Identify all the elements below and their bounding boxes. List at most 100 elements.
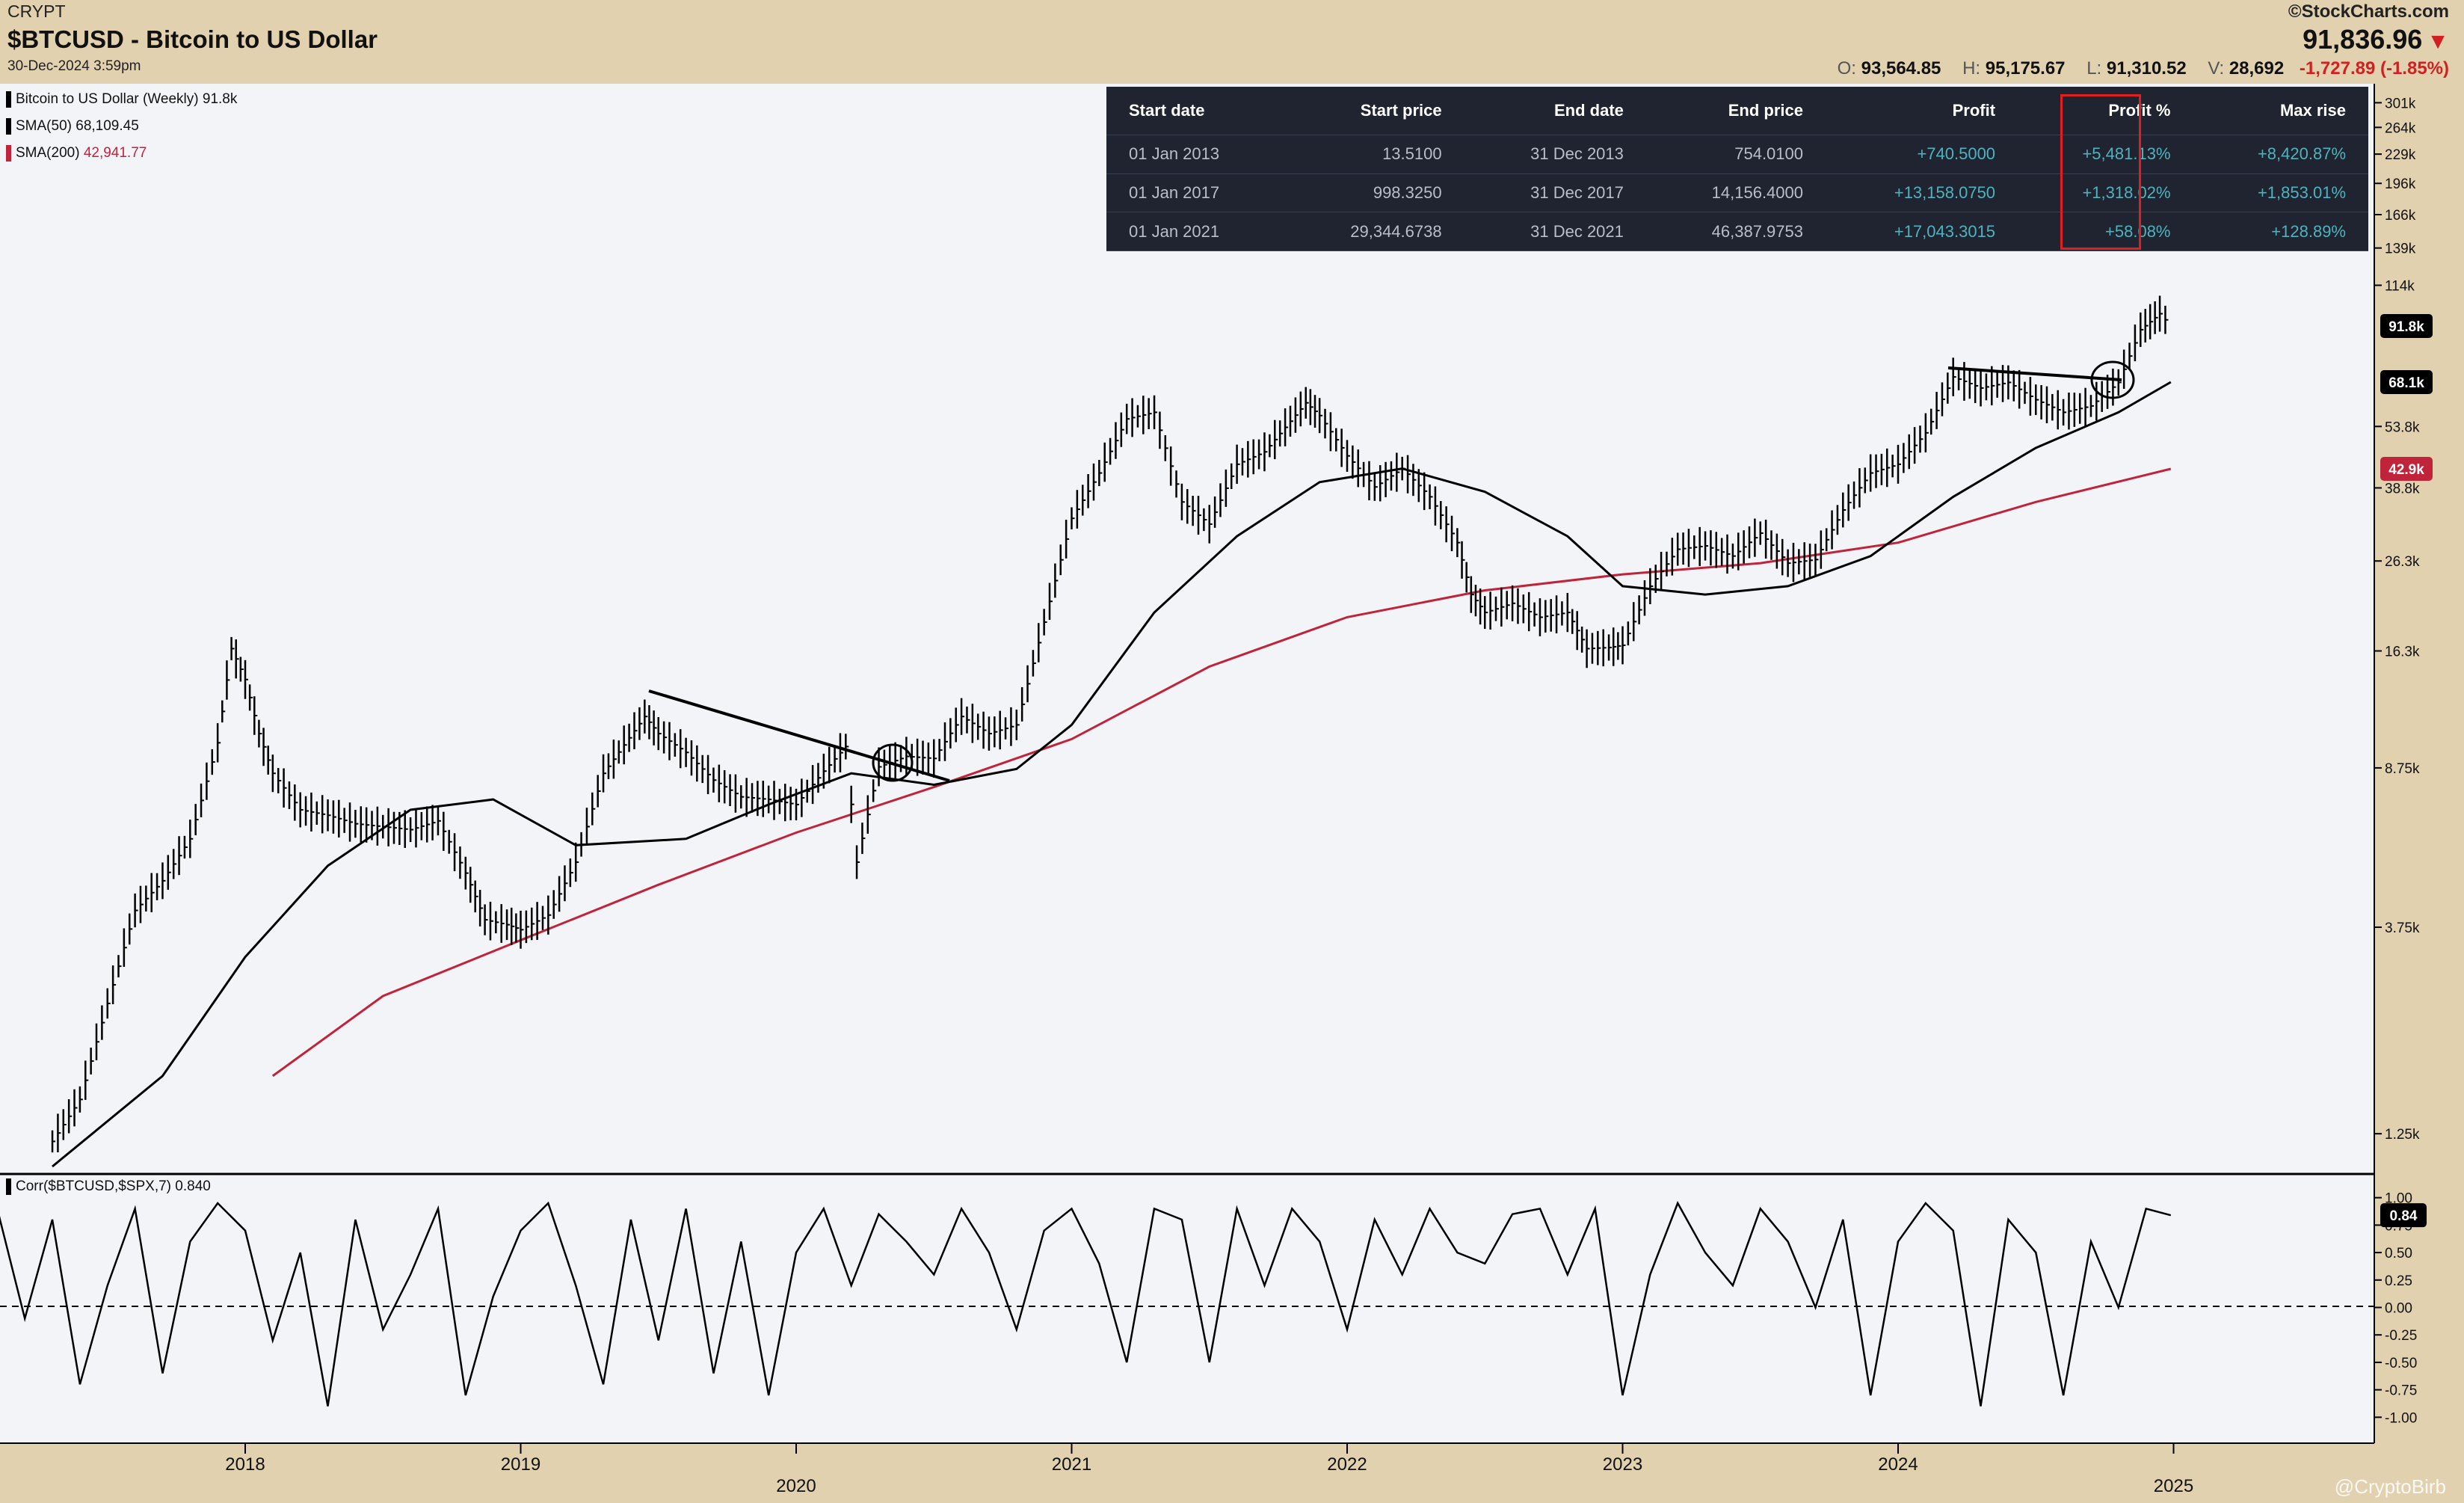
- col-start-date[interactable]: Start date: [1106, 87, 1285, 135]
- open-value: 93,564.85: [1861, 58, 1941, 79]
- y-tick-label: 38.8k: [2385, 481, 2420, 497]
- chart-header: CRYPT $BTCUSD - Bitcoin to US Dollar 30-…: [0, 0, 2464, 84]
- price-tag: [2380, 456, 2433, 481]
- cell-max-rise: +128.89%: [2193, 212, 2368, 251]
- x-tick-label: 2024: [1878, 1454, 1918, 1475]
- cell-start-price: 29,344.6738: [1284, 212, 1464, 251]
- legend-corr-label: Corr($BTCUSD,$SPX,7): [16, 1178, 171, 1195]
- price-tag-label: 68.1k: [2388, 375, 2424, 391]
- sma200-series: [271, 467, 2172, 1078]
- cell-end-price: 46,387.9753: [1645, 212, 1826, 251]
- chart-datetime: 30-Dec-2024 3:59pm: [7, 58, 141, 74]
- corr-tick-label: 0.00: [2385, 1301, 2412, 1317]
- low-value: 91,310.52: [2106, 58, 2187, 79]
- price-plot-area[interactable]: [0, 84, 2374, 1443]
- x-tick-label: 2023: [1603, 1454, 1642, 1475]
- table-row: 01 Jan 2013 13.5100 31 Dec 2013 754.0100…: [1106, 135, 2368, 174]
- performance-table: Start date Start price End date End pric…: [1106, 87, 2368, 251]
- volume-value: 28,692: [2229, 58, 2285, 79]
- col-profit-pct[interactable]: Profit %: [2018, 87, 2193, 135]
- corr-line: [0, 1201, 2172, 1407]
- legend-corr-value: 0.840: [175, 1178, 211, 1195]
- cell-end-price: 14,156.4000: [1645, 173, 1826, 213]
- x-tick-label: 2020: [776, 1476, 816, 1496]
- high-value: 95,175.67: [1985, 58, 2066, 79]
- col-max-rise[interactable]: Max rise: [2193, 87, 2368, 135]
- price-tag: [2380, 313, 2433, 338]
- last-price: 91,836.96 ▼: [2303, 24, 2449, 55]
- cell-max-rise: +1,853.01%: [2193, 173, 2368, 213]
- y-tick-label: 139k: [2385, 242, 2416, 257]
- sma50-line: [52, 381, 2172, 1168]
- correlation-panel: [0, 1201, 2172, 1407]
- cell-end-date: 31 Dec 2013: [1464, 135, 1646, 174]
- price-tag: [2380, 369, 2433, 394]
- trendline-annotations: [648, 360, 2135, 782]
- change-value: -1,727.89 (-1.85%): [2299, 58, 2449, 79]
- exchange-label: CRYPT: [7, 1, 66, 21]
- y-tick-label: 114k: [2385, 278, 2415, 294]
- legend-sma50-value: 68,109.45: [76, 118, 139, 135]
- legend-corr: Corr($BTCUSD,$SPX,7) 0.840: [6, 1178, 211, 1195]
- x-tick-label: 2022: [1327, 1454, 1367, 1475]
- corr-tick-label: -1.00: [2385, 1410, 2417, 1426]
- cell-start-date: 01 Jan 2021: [1106, 212, 1285, 251]
- y-tick-label: 8.75k: [2385, 761, 2420, 777]
- legend-sma200-label: SMA(200): [16, 145, 80, 162]
- corr-tick-label: 1.00: [2385, 1191, 2412, 1207]
- col-start-price[interactable]: Start price: [1284, 87, 1464, 135]
- cell-start-date: 01 Jan 2017: [1106, 173, 1285, 213]
- cell-profit-pct: +5,481.13%: [2018, 135, 2193, 174]
- sma200-swatch: [6, 145, 11, 162]
- breakout-circle-2020: [872, 743, 914, 782]
- legend-sma50: SMA(50) 68,109.45: [6, 118, 139, 135]
- price-tags: 91.8k 68.1k 42.9k 0.84: [2380, 313, 2433, 1228]
- corr-tick-label: -0.75: [2385, 1383, 2417, 1399]
- watermark: @CryptoBirb: [2334, 1475, 2446, 1498]
- corr-swatch: [6, 1178, 11, 1195]
- x-tick-label: 2018: [225, 1454, 265, 1475]
- open-label: O:: [1837, 58, 1856, 79]
- table-row: 01 Jan 2021 29,344.6738 31 Dec 2021 46,3…: [1106, 212, 2368, 251]
- legend-price-label: Bitcoin to US Dollar (Weekly) 91.8k: [16, 91, 238, 108]
- down-arrow-icon: ▼: [2427, 29, 2449, 54]
- cell-end-date: 31 Dec 2017: [1464, 173, 1646, 213]
- high-label: H:: [1962, 58, 1981, 79]
- cell-profit: +17,043.3015: [1826, 212, 2018, 251]
- price-swatch: [6, 91, 11, 108]
- volume-label: V:: [2208, 58, 2225, 79]
- y-tick-label: 1.25k: [2385, 1127, 2420, 1143]
- sma200-line: [271, 467, 2172, 1078]
- legend-sma200-value: 42,941.77: [83, 145, 147, 162]
- corr-tick-label: 0.25: [2385, 1273, 2412, 1289]
- brand-logo[interactable]: ©StockCharts.com: [2288, 1, 2449, 22]
- corr-tick-label: -0.50: [2385, 1356, 2417, 1371]
- x-tick-label: 2019: [501, 1454, 540, 1475]
- col-end-date[interactable]: End date: [1464, 87, 1646, 135]
- sma50-series: [52, 381, 2172, 1168]
- legend-sma200: SMA(200) 42,941.77: [6, 145, 147, 162]
- y-tick-label: 229k: [2385, 147, 2416, 163]
- col-profit[interactable]: Profit: [1826, 87, 2018, 135]
- cell-profit-pct: +1,318.02%: [2018, 173, 2193, 213]
- cell-end-date: 31 Dec 2021: [1464, 212, 1646, 251]
- price-bars: [51, 295, 2169, 1153]
- trendline-2019: [648, 689, 950, 782]
- price-axis: 301k 264k 229k 196k 166k 139k 114k 53.8k 38.8k 26…: [2374, 96, 2420, 1143]
- y-tick-label: 166k: [2385, 208, 2416, 224]
- corr-tag-label: 0.84: [2390, 1208, 2418, 1224]
- cell-end-price: 754.0100: [1645, 135, 1826, 174]
- cell-profit-pct: +58.08%: [2018, 212, 2193, 251]
- y-tick-label: 26.3k: [2385, 554, 2420, 570]
- sma50-swatch: [6, 118, 11, 135]
- y-tick-label: 301k: [2385, 96, 2416, 111]
- cell-start-date: 01 Jan 2013: [1106, 135, 1285, 174]
- col-end-price[interactable]: End price: [1645, 87, 1826, 135]
- cell-profit: +13,158.0750: [1826, 173, 2018, 213]
- breakout-circle-2024: [2090, 360, 2135, 399]
- table-header-row: Start date Start price End date End pric…: [1106, 87, 2368, 135]
- price-tag-label: 42.9k: [2388, 462, 2424, 478]
- low-label: L:: [2086, 58, 2102, 79]
- corr-tick-label: 0.50: [2385, 1246, 2412, 1261]
